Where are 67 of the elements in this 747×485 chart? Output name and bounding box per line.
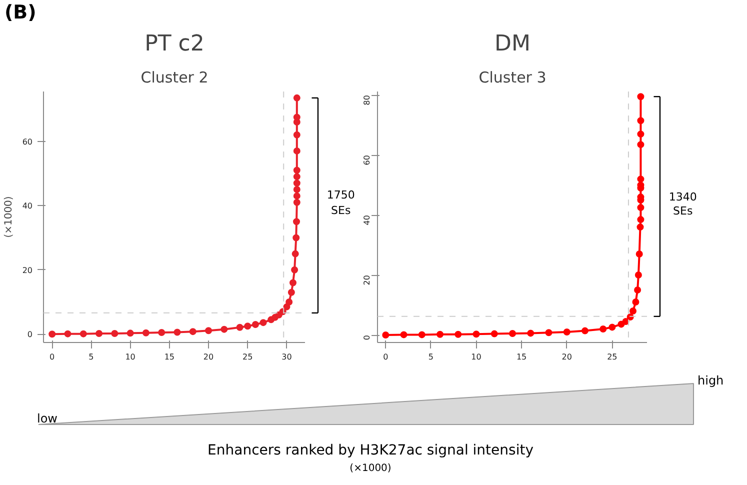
- x-tick-label: 10: [471, 352, 482, 362]
- chart-title: DM: [494, 32, 530, 56]
- point: [158, 329, 166, 336]
- point: [80, 330, 87, 338]
- point: [236, 324, 244, 331]
- point: [293, 166, 300, 174]
- x-tick-label: 0: [383, 352, 388, 362]
- point: [244, 322, 252, 330]
- chart-subtitle: Cluster 2: [140, 68, 208, 86]
- point: [293, 173, 300, 180]
- x-tick-label: 25: [242, 352, 253, 362]
- point: [293, 198, 300, 206]
- text: Enhancers ranked by H3K27ac signal intensity: [208, 442, 534, 458]
- x-tick-label: 5: [428, 352, 434, 362]
- point: [293, 147, 300, 154]
- text: low: [37, 412, 58, 426]
- point: [293, 180, 300, 187]
- chart-title: PT c2: [144, 32, 204, 56]
- text: high: [698, 374, 724, 388]
- point: [205, 327, 212, 334]
- y-tick-label: 60: [22, 137, 33, 146]
- x-tick-label: 5: [88, 352, 94, 362]
- y-axis-title: (×1000): [3, 196, 14, 238]
- text: 1340 SEs: [668, 190, 697, 218]
- point: [293, 94, 300, 102]
- point: [96, 330, 103, 337]
- text: 1750 SEs: [326, 188, 355, 217]
- x-tick-label: 0: [50, 352, 55, 362]
- x-tick-label: 20: [203, 352, 214, 362]
- point: [288, 288, 295, 296]
- y-tick-label: 20: [362, 275, 372, 286]
- x-tick-label: 15: [164, 352, 175, 362]
- point: [142, 329, 150, 336]
- y-tick-label: 20: [22, 266, 33, 275]
- text: (B): [4, 2, 36, 24]
- point: [292, 234, 300, 242]
- y-tick-label: 80: [362, 95, 372, 106]
- point: [293, 114, 300, 121]
- point: [293, 131, 300, 138]
- point: [252, 321, 259, 328]
- point: [292, 250, 299, 258]
- point: [260, 319, 267, 326]
- y-tick-label: 60: [362, 155, 372, 166]
- text: (×1000): [350, 463, 392, 474]
- point: [286, 298, 293, 306]
- point: [220, 326, 228, 333]
- point: [293, 192, 300, 200]
- point: [293, 218, 300, 226]
- x-tick-label: 30: [282, 352, 292, 362]
- x-tick-label: 25: [607, 352, 618, 362]
- y-tick-label: 40: [362, 215, 372, 226]
- point: [111, 330, 118, 337]
- point: [289, 279, 296, 286]
- point: [293, 186, 300, 194]
- y-tick-label: 0: [27, 330, 33, 340]
- point: [291, 266, 298, 274]
- x-tick-label: 15: [516, 352, 527, 362]
- point: [126, 330, 134, 337]
- point: [64, 330, 72, 338]
- chart-subtitle: Cluster 3: [478, 68, 546, 86]
- x-tick-label: 20: [562, 352, 572, 362]
- point: [174, 328, 181, 336]
- x-tick-label: 10: [125, 352, 136, 362]
- y-tick-label: 40: [22, 202, 33, 211]
- y-tick-label: 0: [362, 335, 372, 340]
- point: [189, 328, 196, 336]
- point: [48, 330, 56, 338]
